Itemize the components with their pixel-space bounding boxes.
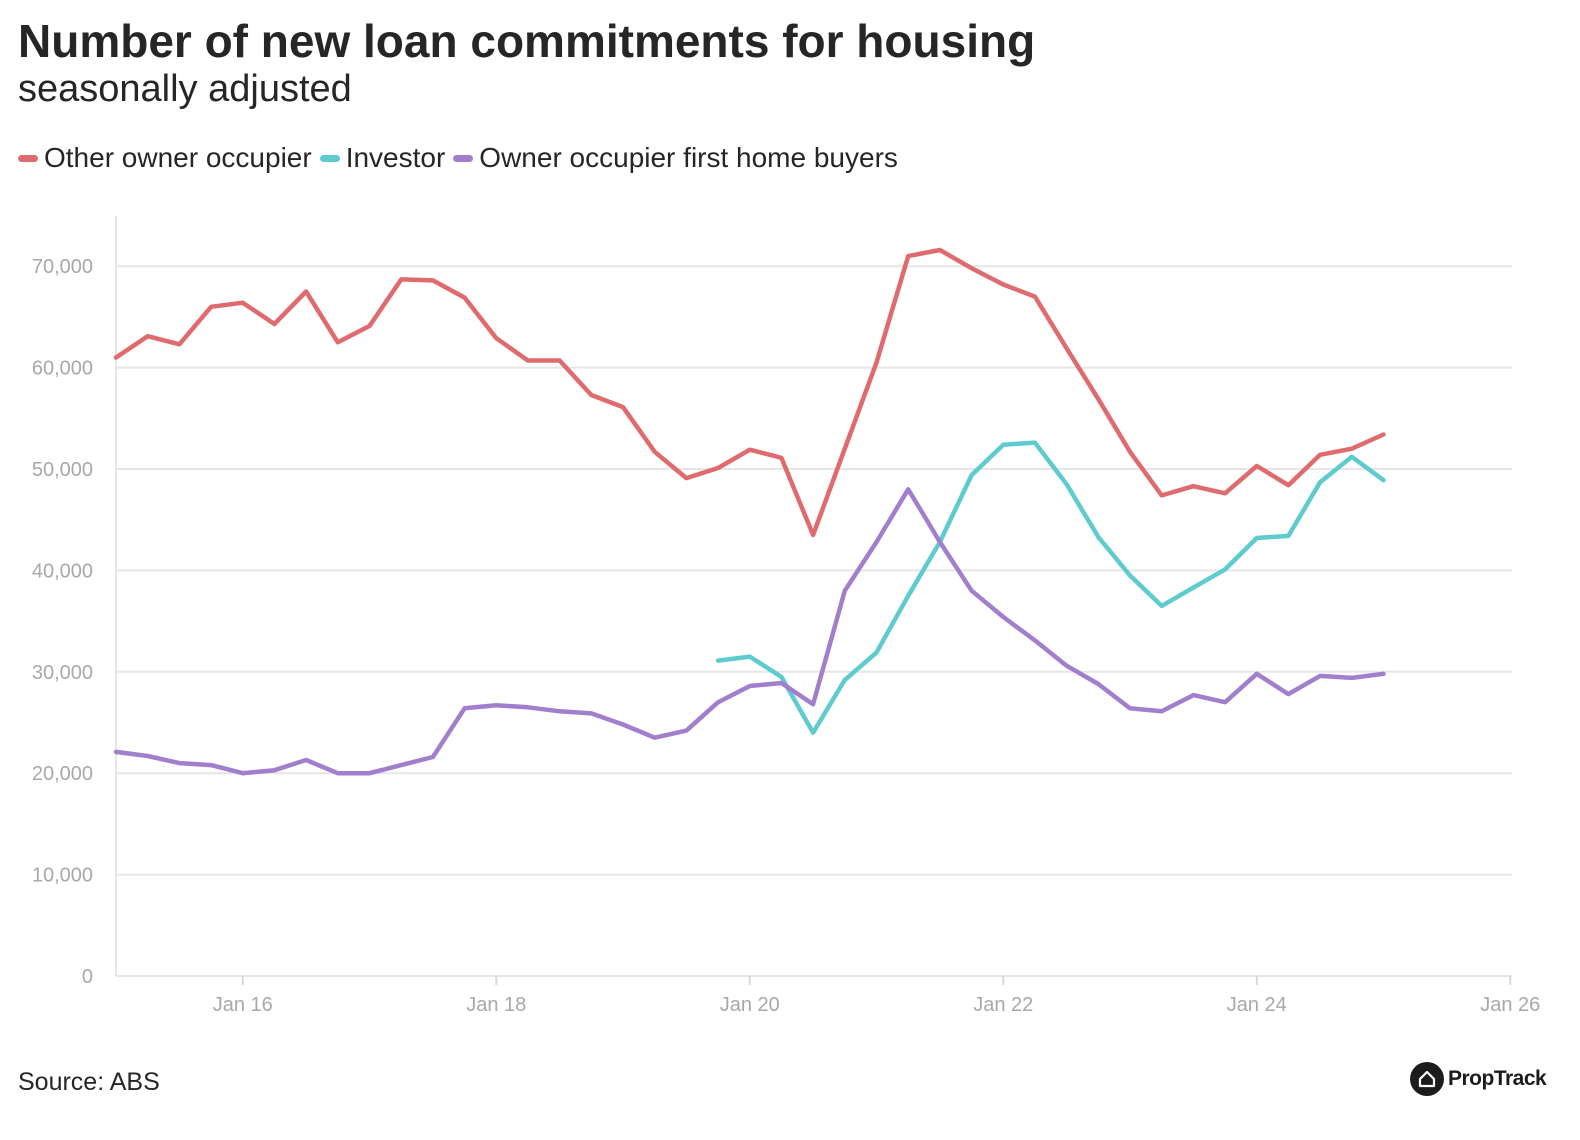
- legend-item-investor: Investor: [319, 142, 446, 174]
- legend-label-investor: Investor: [345, 142, 446, 173]
- x-tick-label: Jan 18: [466, 994, 526, 1016]
- series-line-first-home-buyers: [113, 487, 1386, 776]
- x-tick-label: Jan 20: [720, 994, 780, 1016]
- chart-legend: Other owner occupier Investor Owner occu…: [18, 142, 906, 174]
- y-tick-label: 20,000: [32, 763, 93, 785]
- x-tick-label: Jan 16: [213, 994, 273, 1016]
- y-tick-label: 30,000: [32, 662, 93, 684]
- legend-item-first-home-buyers: Owner occupier first home buyers: [453, 142, 898, 174]
- x-tick-label: Jan 26: [1480, 994, 1540, 1016]
- y-tick-label: 50,000: [32, 459, 93, 481]
- series-line-other-owner-occupier: [113, 247, 1386, 538]
- legend-swatch-first-home-buyers: [453, 154, 474, 162]
- y-tick-label: 70,000: [32, 256, 93, 278]
- y-tick-label: 0: [82, 966, 93, 988]
- gridlines: [116, 265, 1512, 977]
- source-note: Source: ABS: [18, 1068, 160, 1096]
- legend-swatch-investor: [319, 154, 340, 162]
- y-tick-label: 60,000: [32, 358, 93, 380]
- x-tick-label: Jan 22: [973, 994, 1033, 1016]
- legend-label-first-home-buyers: Owner occupier first home buyers: [479, 142, 898, 173]
- series-lines: [113, 247, 1386, 776]
- brand-name: PropTrack: [1448, 1067, 1547, 1090]
- x-tick-label: Jan 24: [1227, 994, 1287, 1016]
- axes: 0 10,000 20,000 30,000 40,000 50,000 60,000 70,…: [32, 216, 1540, 1016]
- legend-swatch-other-owner-occupier: [18, 154, 38, 162]
- legend-label-other-owner-occupier: Other owner occupier: [44, 142, 312, 173]
- chart-subtitle: seasonally adjusted: [18, 68, 352, 110]
- series-line-investor: [715, 440, 1386, 735]
- chart-title: Number of new loan commitments for housi…: [18, 15, 1036, 67]
- y-tick-label: 40,000: [32, 560, 93, 582]
- house-icon: [1410, 1062, 1444, 1096]
- legend-item-other-owner-occupier: Other owner occupier: [18, 142, 312, 174]
- brand-logo: PropTrack: [1410, 1062, 1547, 1096]
- y-tick-label: 10,000: [32, 865, 93, 887]
